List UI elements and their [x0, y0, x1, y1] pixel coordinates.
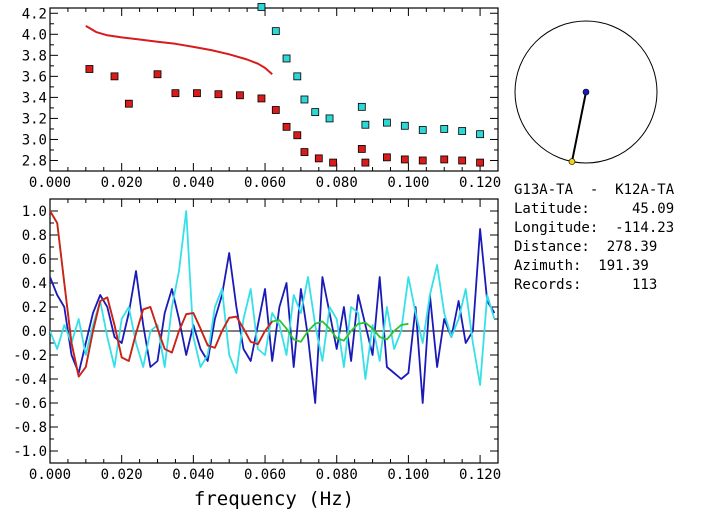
velocity-marker-s2-0 — [257, 3, 266, 11]
velocity-y-tick-label: 3.2 — [22, 111, 47, 127]
azimuth-line — [570, 91, 587, 162]
velocity-marker-s2-14 — [476, 130, 484, 139]
velocity-y-tick-label: 3.6 — [22, 69, 47, 85]
velocity-x-tick-label: 0.120 — [459, 175, 501, 191]
velocity-marker-s2-13 — [458, 127, 467, 135]
velocity-marker-s1-8 — [257, 94, 266, 103]
velocity-marker-s1-15 — [357, 145, 366, 153]
velocity-marker-s1-7 — [236, 91, 244, 100]
velocity-x-tick-label: 0.100 — [387, 175, 429, 191]
records-readout: Records: 113 — [514, 277, 658, 293]
velocity-marker-s1-14 — [329, 158, 338, 167]
azimuth-plot — [514, 20, 658, 165]
velocity-marker-s1-4 — [171, 89, 180, 98]
velocity-y-tick-label: 4.2 — [22, 6, 47, 22]
velocity-marker-s1-11 — [293, 131, 302, 140]
velocity-marker-s1-10 — [282, 122, 291, 131]
coherence-y-tick-label: -0.4 — [13, 372, 47, 388]
velocity-marker-s2-6 — [325, 114, 334, 123]
coherence-y-tick-label: 0.0 — [22, 324, 47, 340]
velocity-y-tick-label: 3.0 — [22, 132, 47, 148]
distance-readout: Distance: 278.39 — [514, 239, 658, 255]
velocity-marker-s1-17 — [382, 153, 391, 162]
longitude-readout: Longitude: -114.23 — [514, 220, 675, 236]
reference-station-marker — [582, 88, 590, 96]
velocity-marker-s2-2 — [282, 54, 291, 63]
velocity-x-tick-label: 0.040 — [172, 175, 214, 191]
station-pair-label: G13A-TA - K12A-TA — [514, 182, 675, 198]
velocity-marker-s2-1 — [271, 27, 280, 36]
velocity-marker-s2-12 — [440, 125, 449, 133]
velocity-marker-s2-5 — [311, 108, 320, 117]
coherence-x-tick-label: 0.120 — [459, 467, 501, 483]
coherence-y-tick-label: -0.6 — [13, 396, 47, 412]
velocity-x-tick-label: 0.020 — [101, 175, 143, 191]
velocity-y-tick-label: 3.8 — [22, 48, 47, 64]
velocity-marker-s1-12 — [300, 148, 309, 156]
velocity-y-tick-label: 3.4 — [22, 90, 47, 106]
velocity-marker-s2-7 — [357, 102, 366, 111]
velocity-marker-s1-13 — [314, 154, 323, 163]
azimuth-circle — [514, 20, 658, 164]
velocity-marker-s2-11 — [418, 126, 427, 134]
velocity-marker-s1-1 — [110, 72, 119, 81]
coherence-x-tick-label: 0.080 — [316, 467, 358, 483]
coherence-x-tick-label: 0.000 — [29, 467, 71, 483]
velocity-x-tick-label: 0.080 — [316, 175, 358, 191]
coherence-y-tick-label: 0.2 — [22, 300, 47, 316]
velocity-marker-s2-8 — [361, 120, 370, 129]
station-pair-info: G13A-TA - K12A-TA Latitude: 45.09 Longit… — [514, 181, 700, 295]
coherence-x-tick-label: 0.020 — [101, 467, 143, 483]
velocity-marker-s2-9 — [382, 118, 391, 127]
velocity-marker-s1-22 — [476, 158, 484, 167]
coherence-y-tick-label: 1.0 — [22, 204, 47, 220]
coherence-y-tick-label: -1.0 — [13, 444, 47, 460]
velocity-marker-s1-21 — [458, 156, 467, 165]
coherence-y-tick-label: 0.8 — [22, 228, 47, 244]
velocity-y-tick-label: 4.0 — [22, 27, 47, 43]
coherence-y-tick-label: -0.2 — [13, 348, 47, 364]
coherence-y-tick-label: -0.8 — [13, 420, 47, 436]
coherence-x-tick-label: 0.040 — [172, 467, 214, 483]
coherence-series-line-3 — [50, 210, 273, 378]
velocity-marker-s2-3 — [293, 72, 302, 81]
velocity-x-tick-label: 0.060 — [244, 175, 286, 191]
velocity-marker-s1-6 — [214, 90, 223, 99]
velocity-marker-s1-18 — [400, 155, 409, 164]
velocity-marker-s1-3 — [153, 70, 162, 79]
velocity-marker-s1-16 — [361, 158, 370, 167]
coherence-plot: 0.000 0.020 0.040 0.060 0.080 0.100 0.120 1.0 0.… — [13, 198, 501, 510]
azimuth-readout: Azimuth: 191.39 — [514, 258, 649, 274]
velocity-dispersion-plot: 0.000 0.020 0.040 0.060 0.080 0.100 0.120 2.8 3.… — [22, 3, 501, 191]
velocity-marker-s1-0 — [85, 65, 94, 73]
velocity-frame — [49, 7, 499, 172]
coherence-y-tick-label: 0.4 — [22, 276, 47, 292]
velocity-marker-s1-20 — [440, 155, 449, 164]
velocity-marker-s1-9 — [271, 106, 280, 114]
velocity-marker-s1-19 — [418, 156, 427, 165]
velocity-marker-s1-2 — [124, 99, 133, 108]
coherence-series-line-1 — [50, 210, 496, 386]
coherence-y-tick-label: 0.6 — [22, 252, 47, 268]
velocity-y-tick-label: 2.8 — [22, 153, 47, 169]
coherence-x-axis-title: frequency (Hz) — [194, 488, 354, 510]
velocity-x-tick-label: 0.000 — [29, 175, 71, 191]
velocity-series-line-0 — [85, 25, 273, 76]
remote-station-marker — [568, 158, 576, 165]
coherence-series-line-0 — [50, 228, 496, 404]
coherence-x-tick-label: 0.060 — [244, 467, 286, 483]
velocity-marker-s2-4 — [300, 95, 309, 104]
velocity-marker-s2-10 — [400, 121, 409, 130]
coherence-x-tick-label: 0.100 — [387, 467, 429, 483]
latitude-readout: Latitude: 45.09 — [514, 201, 675, 217]
velocity-marker-s1-5 — [193, 89, 201, 98]
